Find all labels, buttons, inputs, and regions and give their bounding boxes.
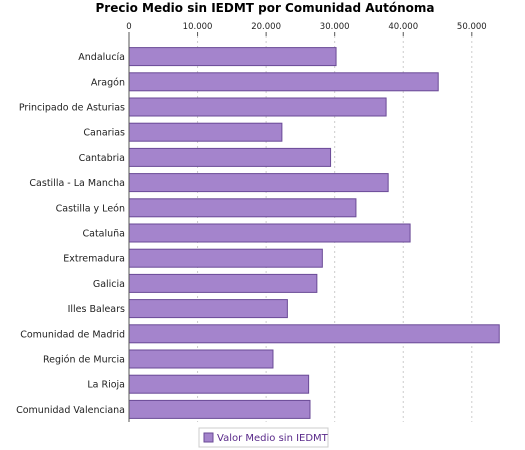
bar bbox=[128, 198, 357, 218]
x-tick-label: 10.000 bbox=[183, 22, 213, 32]
bar bbox=[128, 97, 387, 117]
bar bbox=[128, 399, 311, 419]
category-label: Extremadura bbox=[63, 254, 125, 265]
category-label: La Rioja bbox=[87, 380, 125, 391]
legend-label: Valor Medio sin IEDMT bbox=[217, 433, 329, 444]
category-labels: Andalucía Aragón Principado de Asturias Can… bbox=[16, 52, 125, 416]
category-label: Cantabria bbox=[79, 153, 125, 164]
category-label: Cataluña bbox=[82, 229, 125, 240]
category-label: Región de Murcia bbox=[43, 355, 125, 366]
category-label: Principado de Asturias bbox=[19, 103, 125, 114]
legend-swatch bbox=[203, 432, 214, 443]
bar bbox=[128, 47, 337, 67]
x-axis-ticks: 0 10.000 20.000 30.000 40.000 50.000 bbox=[126, 22, 487, 36]
x-tick-label: 40.000 bbox=[388, 22, 418, 32]
category-label: Galicia bbox=[93, 279, 125, 290]
legend-box bbox=[198, 427, 329, 448]
bar bbox=[128, 223, 411, 243]
bar bbox=[128, 248, 323, 268]
x-tick-label: 20.000 bbox=[251, 22, 281, 32]
x-tick-label: 30.000 bbox=[320, 22, 350, 32]
category-label: Castilla y León bbox=[56, 203, 125, 214]
category-label: Andalucía bbox=[78, 52, 125, 63]
bars bbox=[128, 47, 500, 419]
bar bbox=[128, 299, 288, 319]
bar bbox=[128, 173, 389, 193]
x-tick-label: 50.000 bbox=[457, 22, 487, 32]
bar bbox=[128, 349, 274, 369]
category-label: Illes Balears bbox=[68, 304, 125, 315]
bar bbox=[128, 72, 439, 92]
category-label: Canarias bbox=[83, 128, 125, 139]
category-label: Castilla - La Mancha bbox=[29, 178, 125, 189]
bar bbox=[128, 122, 283, 142]
legend: Valor Medio sin IEDMT bbox=[198, 427, 329, 448]
bar bbox=[128, 273, 318, 293]
chart-title: Precio Medio sin IEDMT por Comunidad Aut… bbox=[96, 1, 435, 15]
bar bbox=[128, 324, 500, 344]
x-tick-label: 0 bbox=[126, 22, 131, 32]
category-label: Comunidad de Madrid bbox=[20, 329, 125, 340]
bar bbox=[128, 147, 332, 167]
bar bbox=[128, 374, 310, 394]
category-label: Comunidad Valenciana bbox=[16, 405, 125, 416]
category-label: Aragón bbox=[91, 77, 125, 88]
